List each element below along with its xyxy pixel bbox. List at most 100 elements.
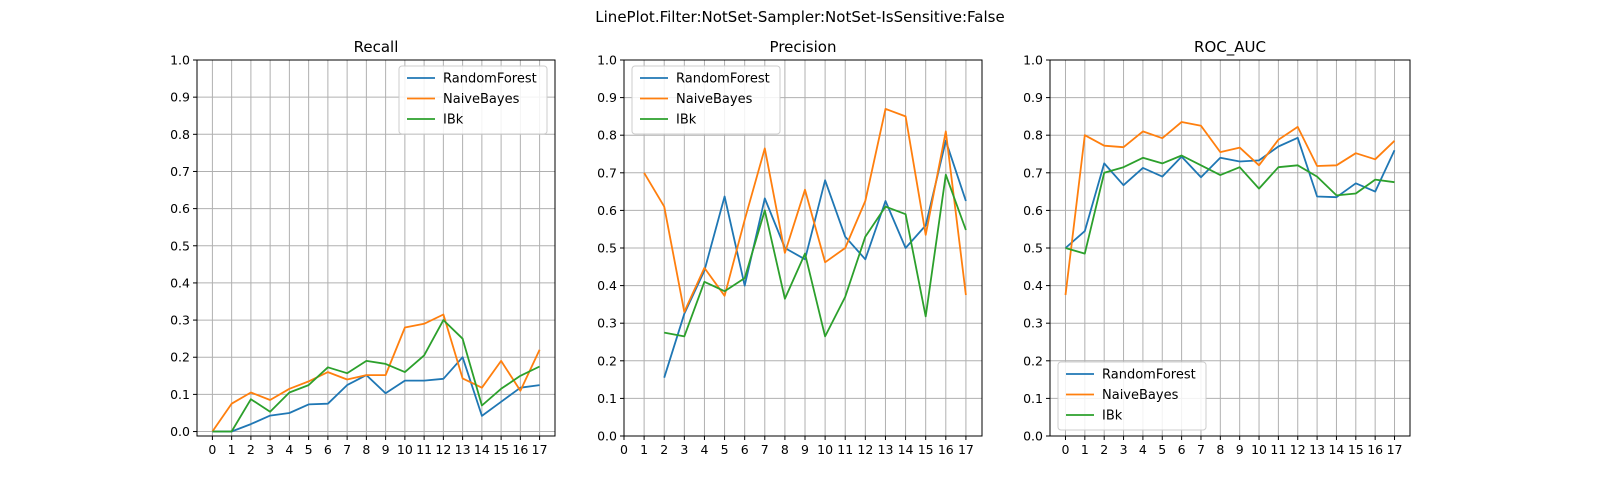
- legend-label-ibk: IBk: [1102, 409, 1123, 424]
- y-tick-label: 0.2: [170, 350, 190, 365]
- x-tick-label: 15: [493, 442, 509, 457]
- x-tick-label: 6: [1178, 442, 1186, 457]
- x-tick-label: 9: [1236, 442, 1244, 457]
- series-line-randomforest: [1064, 136, 1396, 249]
- y-tick-label: 0.4: [1023, 278, 1043, 293]
- x-tick-label: 5: [305, 442, 313, 457]
- legend-label-ibk: IBk: [443, 113, 464, 128]
- x-tick-label: 12: [1290, 442, 1306, 457]
- x-tick-label: 8: [1216, 442, 1224, 457]
- legend-label-naivebayes: NaiveBayes: [676, 92, 753, 107]
- x-tick-label: 5: [1158, 442, 1166, 457]
- y-tick-label: 0.3: [170, 313, 190, 328]
- series-line-randomforest: [212, 356, 540, 433]
- y-tick-label: 0.9: [1023, 90, 1043, 105]
- x-tick-label: 0: [208, 442, 216, 457]
- series-line-ibk: [1065, 154, 1395, 255]
- y-tick-label: 0.6: [170, 201, 190, 216]
- x-tick-label: 4: [700, 442, 708, 457]
- x-tick-label: 11: [1270, 442, 1286, 457]
- y-tick-label: 0.5: [170, 238, 190, 253]
- x-tick-label: 14: [898, 442, 914, 457]
- x-tick-label: 1: [640, 442, 648, 457]
- y-tick-label: 0.7: [1023, 165, 1043, 180]
- x-tick-label: 16: [1367, 442, 1383, 457]
- x-tick-label: 17: [958, 442, 974, 457]
- chart-title: ROC_AUC: [1194, 38, 1266, 57]
- x-tick-label: 10: [1251, 442, 1267, 457]
- x-tick-label: 0: [1062, 442, 1070, 457]
- x-tick-label: 2: [247, 442, 255, 457]
- x-tick-label: 13: [455, 442, 471, 457]
- y-tick-label: 0.3: [1023, 316, 1043, 331]
- x-tick-label: 14: [1328, 442, 1344, 457]
- x-tick-label: 4: [285, 442, 293, 457]
- legend-label-randomforest: RandomForest: [676, 72, 770, 87]
- axes-frame: [196, 59, 556, 437]
- x-tick-label: 2: [660, 442, 668, 457]
- x-tick-label: 5: [721, 442, 729, 457]
- y-tick-label: 1.0: [597, 53, 617, 68]
- x-tick-label: 3: [1120, 442, 1128, 457]
- y-tick-label: 0.0: [597, 429, 617, 444]
- y-tick-label: 0.7: [597, 165, 617, 180]
- y-tick-label: 0.8: [597, 128, 617, 143]
- figure-title: LinePlot.Filter:NotSet-Sampler:NotSet-Is…: [595, 8, 1004, 26]
- series-line-naivebayes: [211, 313, 541, 433]
- x-tick-label: 3: [680, 442, 688, 457]
- series-line-naivebayes: [643, 108, 967, 313]
- chart-title: Recall: [354, 38, 399, 56]
- y-tick-label: 0.1: [597, 391, 617, 406]
- legend-label-randomforest: RandomForest: [1102, 368, 1196, 383]
- y-tick-label: 0.2: [1023, 353, 1043, 368]
- y-tick-label: 0.3: [597, 316, 617, 331]
- y-tick-label: 0.1: [1023, 391, 1043, 406]
- y-tick-label: 0.4: [597, 278, 617, 293]
- x-tick-label: 2: [1100, 442, 1108, 457]
- legend: RandomForest NaiveBayes IBk: [1057, 361, 1207, 431]
- legend-label-naivebayes: NaiveBayes: [1102, 388, 1179, 403]
- y-tick-label: 0.5: [597, 241, 617, 256]
- x-tick-label: 8: [362, 442, 370, 457]
- y-tick-label: 0.1: [170, 387, 190, 402]
- y-tick-label: 1.0: [170, 53, 190, 68]
- legend-box: [1057, 361, 1207, 431]
- legend: RandomForest NaiveBayes IBk: [398, 65, 548, 135]
- y-tick-label: 0.0: [1023, 429, 1043, 444]
- x-tick-label: 15: [918, 442, 934, 457]
- x-tick-label: 11: [416, 442, 432, 457]
- chart-title: Precision: [770, 38, 837, 56]
- y-tick-label: 0.5: [1023, 241, 1043, 256]
- x-tick-label: 6: [741, 442, 749, 457]
- x-tick-label: 9: [382, 442, 390, 457]
- y-tick-label: 0.0: [170, 424, 190, 439]
- series-line-naivebayes: [1064, 121, 1396, 296]
- legend-label-naivebayes: NaiveBayes: [443, 92, 520, 107]
- x-tick-label: 16: [938, 442, 954, 457]
- x-tick-label: 13: [878, 442, 894, 457]
- x-tick-label: 0: [620, 442, 628, 457]
- x-tick-label: 17: [1387, 442, 1403, 457]
- y-tick-label: 0.6: [1023, 203, 1043, 218]
- x-tick-label: 15: [1348, 442, 1364, 457]
- legend: RandomForest NaiveBayes IBk: [631, 65, 781, 135]
- series-line-ibk: [664, 173, 967, 338]
- y-tick-label: 0.9: [597, 90, 617, 105]
- x-tick-label: 7: [343, 442, 351, 457]
- series-line-ibk: [212, 319, 540, 433]
- x-tick-label: 8: [781, 442, 789, 457]
- x-tick-label: 3: [266, 442, 274, 457]
- x-tick-label: 4: [1139, 442, 1147, 457]
- x-tick-label: 11: [837, 442, 853, 457]
- y-tick-label: 0.4: [170, 275, 190, 290]
- series-line-randomforest: [663, 139, 967, 378]
- x-tick-label: 10: [397, 442, 413, 457]
- legend-label-ibk: IBk: [676, 113, 697, 128]
- x-tick-label: 13: [1309, 442, 1325, 457]
- x-tick-label: 14: [474, 442, 490, 457]
